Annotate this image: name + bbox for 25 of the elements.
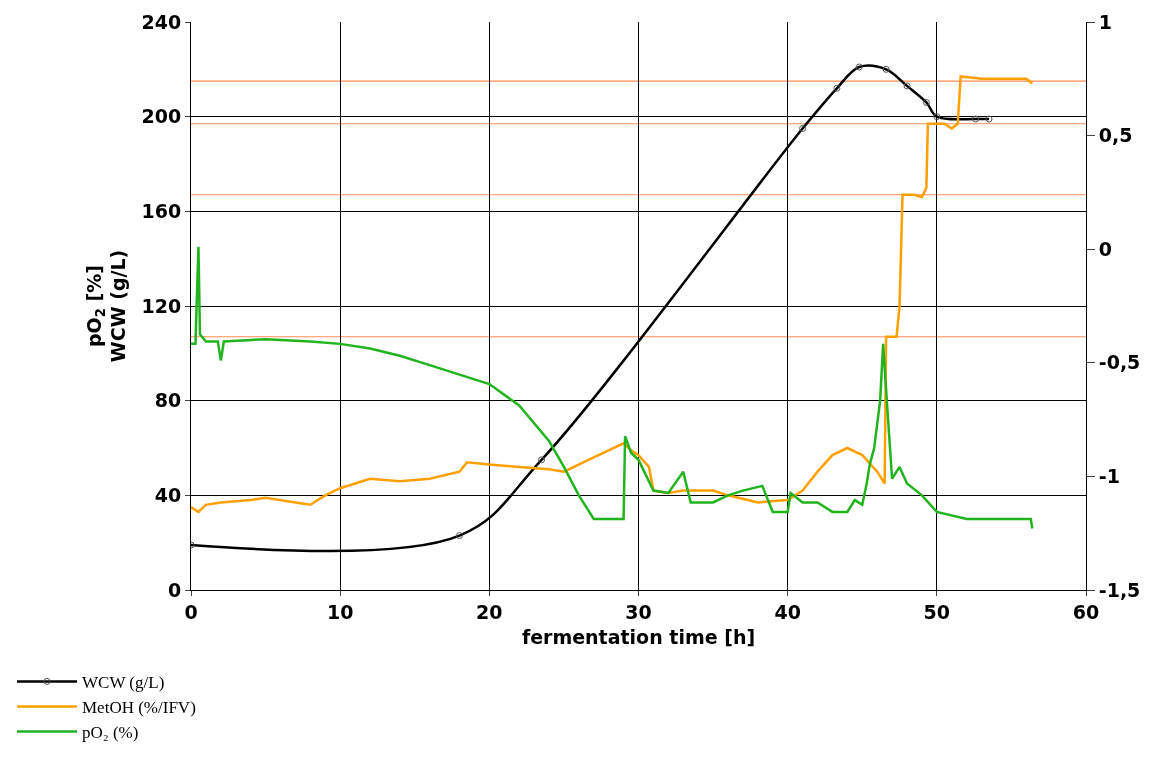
x-tick-label: 50 [923,600,951,623]
y-tick-label: 160 [141,199,182,222]
legend-label: MetOH (%/IFV) [82,698,196,718]
y2-tick-label: -1,5 [1098,578,1141,601]
y-tick-label: 40 [154,483,182,506]
y-tick-label: 240 [141,10,182,33]
y2-tick-label: -1 [1098,465,1120,488]
y-tick-label: 0 [167,578,182,601]
x-tick-label: 60 [1072,600,1100,623]
y2-tick-label: 1 [1098,10,1113,33]
y2-tick-label: 0,5 [1098,124,1133,147]
x-tick-label: 20 [476,600,503,623]
legend-label: WCW (g/L) [82,673,165,693]
legend-label: pO₂ (%) [82,723,139,743]
x-tick-label: 0 [184,600,198,623]
line-series [191,245,1034,530]
x-tick-label: 30 [625,600,652,623]
y-tick-label: 80 [154,389,182,412]
x-axis-title: fermentation time [h] [521,625,756,648]
y-tick-label: 120 [141,294,182,317]
y2-tick-label: -0,5 [1098,351,1141,374]
y-tick-label: 200 [141,105,182,128]
x-tick-label: 10 [326,600,354,623]
y2-tick-label: 0 [1098,237,1113,260]
x-tick-label: 40 [774,600,801,623]
